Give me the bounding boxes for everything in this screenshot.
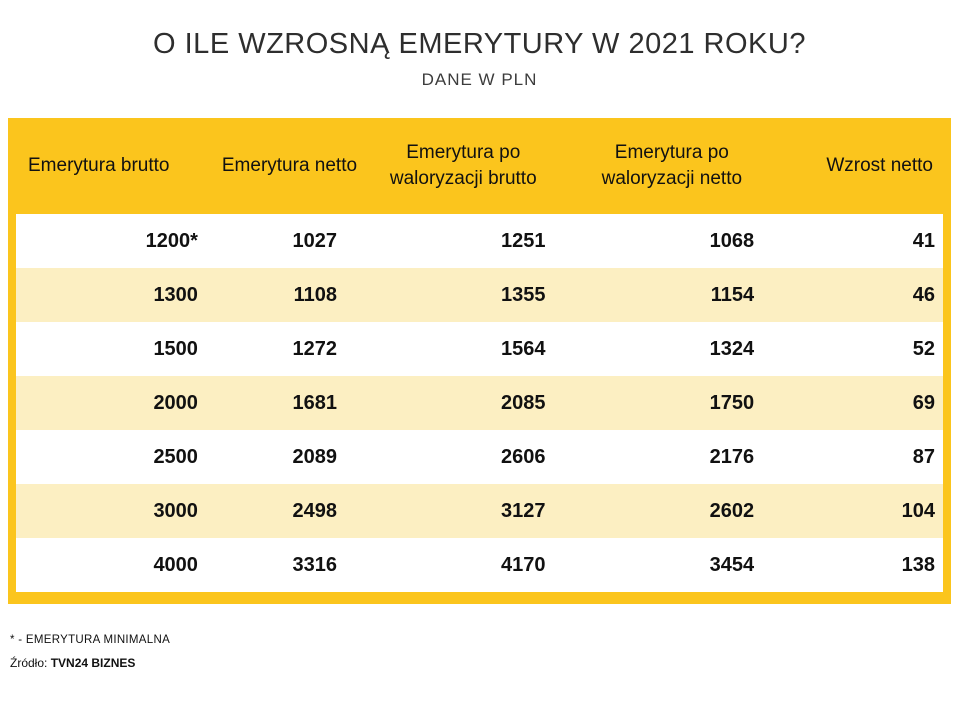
table-cell: 104: [901, 499, 935, 522]
table-cell: 1300: [153, 283, 198, 306]
table-cell: 1108: [293, 283, 337, 306]
table-cell: 2176: [709, 445, 755, 468]
table-row: 2000 1681 2085 1750 69: [16, 376, 943, 430]
table-cell: 4000: [153, 553, 198, 576]
table-cell: 3000: [153, 499, 198, 522]
source: Źródło: TVN24 BIZNES: [10, 656, 959, 670]
column-header-waloryzacja-brutto: Emerytura po waloryzacji brutto: [358, 118, 568, 214]
table-row: 3000 2498 3127 2602 104: [16, 484, 943, 538]
table-cell: 1200*: [145, 229, 198, 252]
table-row: 1200* 1027 1251 1068 41: [16, 214, 943, 268]
table-cell: 2498: [292, 499, 337, 522]
column-header-emerytura-netto: Emerytura netto: [219, 118, 359, 214]
table-cell: 2500: [153, 445, 198, 468]
table-cell: 2089: [292, 445, 337, 468]
table-cell: 87: [912, 445, 935, 468]
table-cell: 1324: [709, 337, 755, 360]
table-cell: 3454: [709, 553, 755, 576]
table-cell: 2000: [153, 391, 198, 414]
pension-table: Emerytura brutto Emerytura netto Emerytu…: [8, 118, 951, 604]
table-cell: 1564: [501, 337, 546, 360]
column-header-waloryzacja-netto: Emerytura po waloryzacji netto: [567, 118, 777, 214]
table-cell: 138: [901, 553, 935, 576]
page-subtitle: DANE W PLN: [421, 70, 538, 89]
table-cell: 1272: [292, 337, 337, 360]
column-header-wzrost-netto: Wzrost netto: [776, 118, 943, 214]
table-cell: 1154: [710, 283, 755, 306]
table-cell: 1355: [501, 283, 546, 306]
notes: * - EMERYTURA MINIMALNA Źródło: TVN24 BI…: [10, 634, 959, 670]
footnote: * - EMERYTURA MINIMALNA: [10, 634, 171, 646]
table-cell: 52: [912, 337, 935, 360]
table-cell: 2606: [501, 445, 546, 468]
table-cell: 3127: [501, 499, 546, 522]
pension-infographic: O ILE WZROSNĄ EMERYTURY W 2021 ROKU? DAN…: [0, 28, 959, 670]
table-header-row: Emerytura brutto Emerytura netto Emerytu…: [16, 118, 943, 214]
table-cell: 1027: [292, 229, 337, 252]
table-row: 1500 1272 1564 1324 52: [16, 322, 943, 376]
table-cell: 46: [912, 283, 935, 306]
page-title: O ILE WZROSNĄ EMERYTURY W 2021 ROKU?: [153, 28, 806, 60]
table-cell: 1750: [709, 391, 755, 414]
table-cell: 2085: [501, 391, 546, 414]
table-cell: 1251: [501, 229, 546, 252]
table-cell: 1500: [153, 337, 198, 360]
table-row: 2500 2089 2606 2176 87: [16, 430, 943, 484]
table-cell: 2602: [709, 499, 755, 522]
pension-data-table: Emerytura brutto Emerytura netto Emerytu…: [16, 118, 943, 592]
source-label: Źródło:: [10, 656, 48, 670]
table-cell: 1681: [292, 391, 337, 414]
table-cell: 4170: [501, 553, 546, 576]
table-cell: 41: [912, 229, 935, 252]
table-cell: 3316: [292, 553, 337, 576]
table-row: 4000 3316 4170 3454 138: [16, 538, 943, 592]
source-value: TVN24 BIZNES: [50, 656, 136, 670]
table-row: 1300 1108 1355 1154 46: [16, 268, 943, 322]
table-cell: 1068: [709, 229, 755, 252]
table-cell: 69: [912, 391, 935, 414]
column-header-emerytura-brutto: Emerytura brutto: [16, 118, 220, 214]
